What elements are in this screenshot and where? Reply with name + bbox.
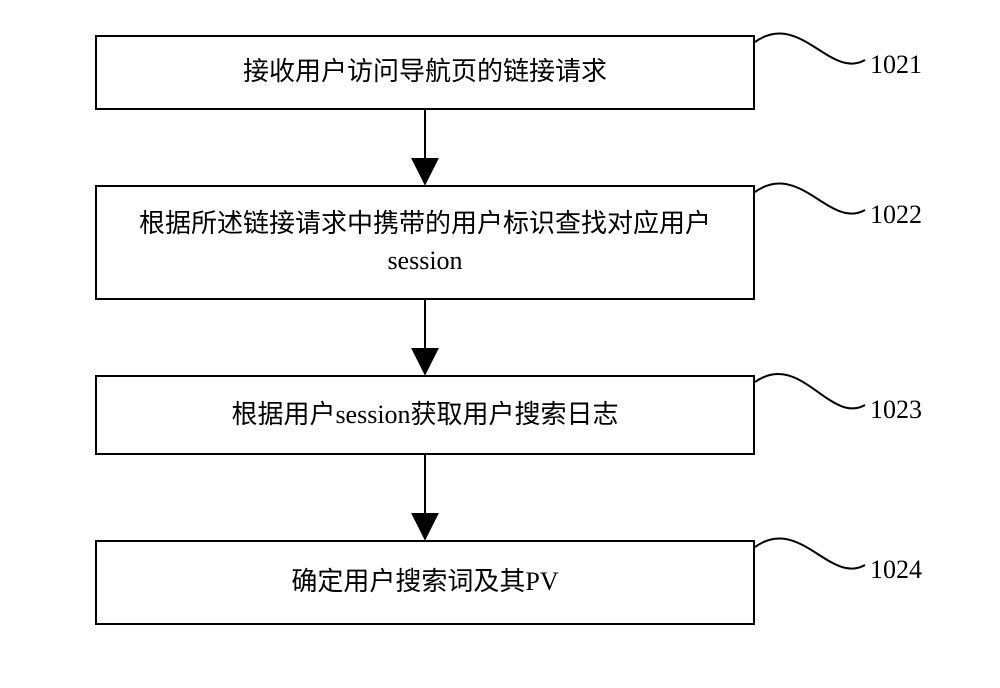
step-label: 1022 xyxy=(870,200,922,230)
flowchart-node: 确定用户搜索词及其PV xyxy=(95,540,755,625)
step-label: 1024 xyxy=(870,555,922,585)
step-label: 1023 xyxy=(870,395,922,425)
flowchart-node: 接收用户访问导航页的链接请求 xyxy=(95,35,755,110)
node-text: 确定用户搜索词及其PV xyxy=(291,564,558,600)
flowchart-node: 根据所述链接请求中携带的用户标识查找对应用户session xyxy=(95,185,755,300)
leader-curve xyxy=(755,538,865,568)
leader-curve xyxy=(755,374,865,409)
leader-curve xyxy=(755,33,865,63)
node-text: 根据所述链接请求中携带的用户标识查找对应用户session xyxy=(117,206,733,279)
flowchart-canvas: 接收用户访问导航页的链接请求根据所述链接请求中携带的用户标识查找对应用户sess… xyxy=(0,0,1000,688)
node-text: 根据用户session获取用户搜索日志 xyxy=(231,397,618,433)
flowchart-node: 根据用户session获取用户搜索日志 xyxy=(95,375,755,455)
leader-curve xyxy=(755,183,865,213)
step-label: 1021 xyxy=(870,50,922,80)
node-text: 接收用户访问导航页的链接请求 xyxy=(243,54,607,90)
